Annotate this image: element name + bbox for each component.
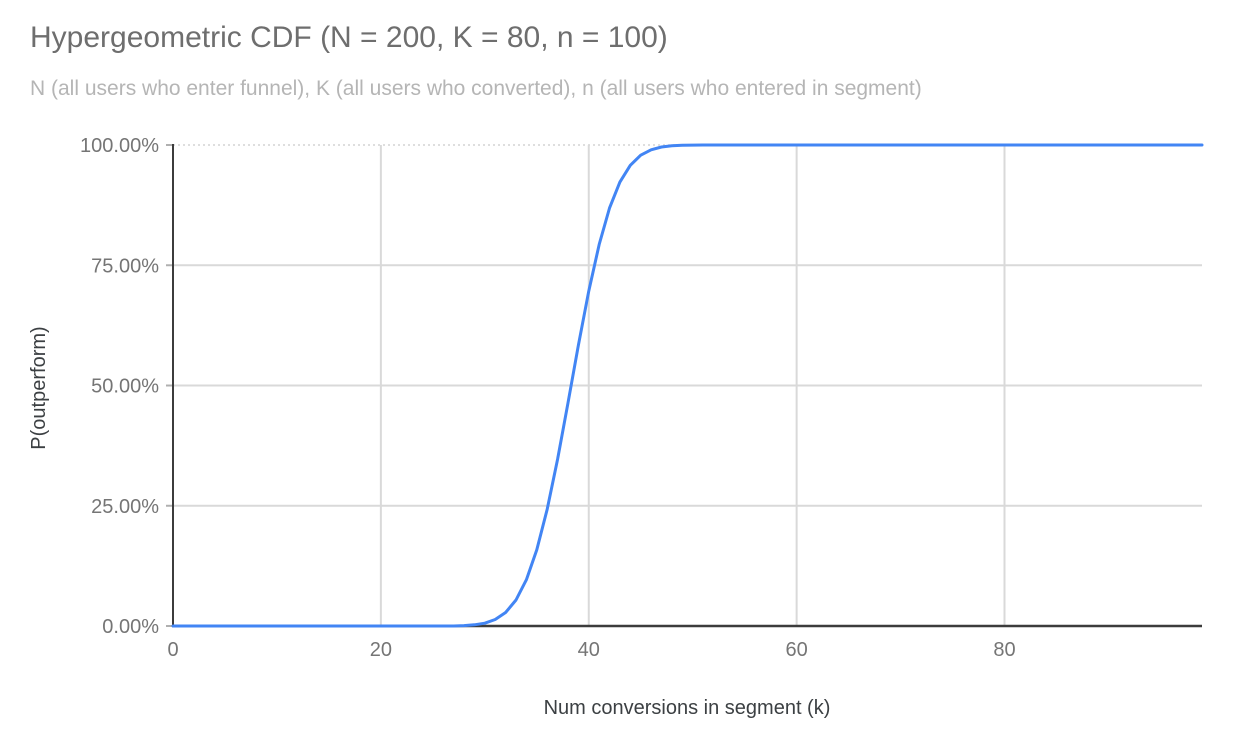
gridlines: [173, 144, 1202, 626]
series-path-p-outperform: [171, 143, 1204, 628]
y-tick-label-0: 0.00%: [102, 616, 159, 638]
x-tick-label-0: 0: [167, 639, 178, 661]
y-tick-label-25: 25.00%: [91, 496, 159, 518]
x-tick-label-40: 40: [578, 639, 600, 661]
chart-title: Hypergeometric CDF (N = 200, K = 80, n =…: [30, 21, 668, 54]
y-tick-label-50: 50.00%: [91, 376, 159, 398]
tick-labels: 100.00% 75.00% 50.00% 25.00% 0.00% 0 20 40 60 80: [80, 135, 1016, 661]
x-tick-label-60: 60: [786, 639, 808, 661]
chart-subtitle: N (all users who enter funnel), K (all u…: [30, 77, 922, 100]
cdf-series-line: [171, 143, 1204, 628]
x-axis-title: Num conversions in segment (k): [544, 697, 831, 719]
y-tick-label-75: 75.00%: [91, 255, 159, 277]
y-axis-title: P(outperform): [28, 326, 50, 449]
x-tick-label-20: 20: [370, 639, 392, 661]
x-tick-label-80: 80: [993, 639, 1015, 661]
y-tick-label-100: 100.00%: [80, 135, 159, 157]
